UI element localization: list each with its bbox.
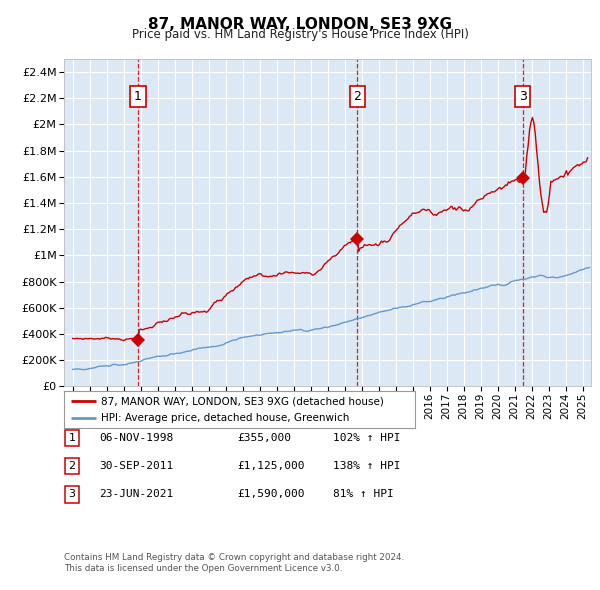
Text: 2: 2 (68, 461, 76, 471)
Text: 1: 1 (68, 433, 76, 442)
Text: 87, MANOR WAY, LONDON, SE3 9XG (detached house): 87, MANOR WAY, LONDON, SE3 9XG (detached… (101, 396, 384, 406)
Text: £355,000: £355,000 (237, 433, 291, 442)
Text: 87, MANOR WAY, LONDON, SE3 9XG: 87, MANOR WAY, LONDON, SE3 9XG (148, 17, 452, 31)
Text: HPI: Average price, detached house, Greenwich: HPI: Average price, detached house, Gree… (101, 413, 349, 423)
Text: 06-NOV-1998: 06-NOV-1998 (99, 433, 173, 442)
Text: 23-JUN-2021: 23-JUN-2021 (99, 490, 173, 499)
Text: £1,590,000: £1,590,000 (237, 490, 305, 499)
Text: 138% ↑ HPI: 138% ↑ HPI (333, 461, 401, 471)
Text: This data is licensed under the Open Government Licence v3.0.: This data is licensed under the Open Gov… (64, 565, 343, 573)
Text: 81% ↑ HPI: 81% ↑ HPI (333, 490, 394, 499)
Text: 102% ↑ HPI: 102% ↑ HPI (333, 433, 401, 442)
Text: Price paid vs. HM Land Registry's House Price Index (HPI): Price paid vs. HM Land Registry's House … (131, 28, 469, 41)
Text: 2: 2 (353, 90, 361, 103)
Text: Contains HM Land Registry data © Crown copyright and database right 2024.: Contains HM Land Registry data © Crown c… (64, 553, 404, 562)
Text: £1,125,000: £1,125,000 (237, 461, 305, 471)
Text: 3: 3 (68, 490, 76, 499)
Text: 30-SEP-2011: 30-SEP-2011 (99, 461, 173, 471)
Text: 1: 1 (134, 90, 142, 103)
Text: 3: 3 (518, 90, 526, 103)
